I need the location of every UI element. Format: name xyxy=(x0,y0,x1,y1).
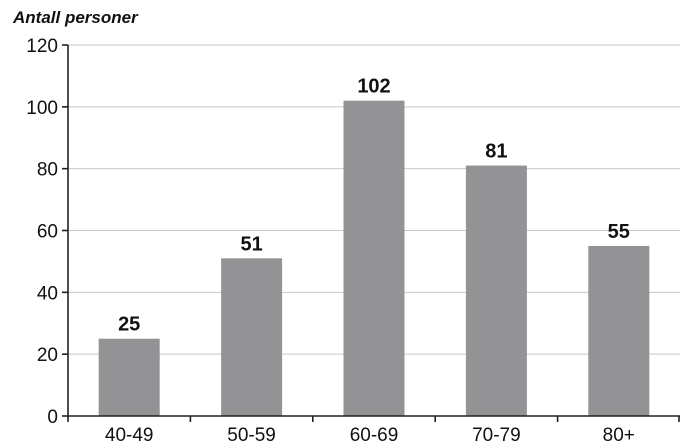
bar-40-49 xyxy=(98,338,160,416)
y-tick-labels: 0 20 40 60 80 100 120 xyxy=(26,36,58,428)
bar-50-59 xyxy=(221,258,283,416)
y-tick-label: 120 xyxy=(26,36,58,57)
x-tick-label: 50-59 xyxy=(227,425,276,443)
y-tick-label: 80 xyxy=(37,160,58,181)
data-label: 81 xyxy=(485,141,507,163)
y-tick-label: 0 xyxy=(47,407,58,428)
y-tick-label: 20 xyxy=(37,345,58,366)
y-axis-title: Antall personer xyxy=(12,8,139,27)
bars xyxy=(98,100,650,417)
axes xyxy=(62,44,680,422)
x-tick-label: 70-79 xyxy=(472,425,521,443)
data-label: 51 xyxy=(240,233,262,255)
x-tick-label: 40-49 xyxy=(105,425,154,443)
bar-70-79 xyxy=(465,165,527,416)
bar-80+ xyxy=(588,245,650,416)
data-label: 102 xyxy=(357,76,390,98)
bar-60-69 xyxy=(343,100,405,417)
x-tick-label: 80+ xyxy=(603,425,635,443)
y-tick-label: 100 xyxy=(26,98,58,119)
y-tick-label: 40 xyxy=(37,283,58,304)
data-label: 25 xyxy=(118,314,140,336)
data-labels: 25 51 102 81 55 xyxy=(118,76,630,336)
data-label: 55 xyxy=(608,221,630,243)
x-tick-labels: 40-49 50-59 60-69 70-79 80+ xyxy=(105,425,635,443)
y-tick-label: 60 xyxy=(37,222,58,243)
x-tick-label: 60-69 xyxy=(350,425,399,443)
